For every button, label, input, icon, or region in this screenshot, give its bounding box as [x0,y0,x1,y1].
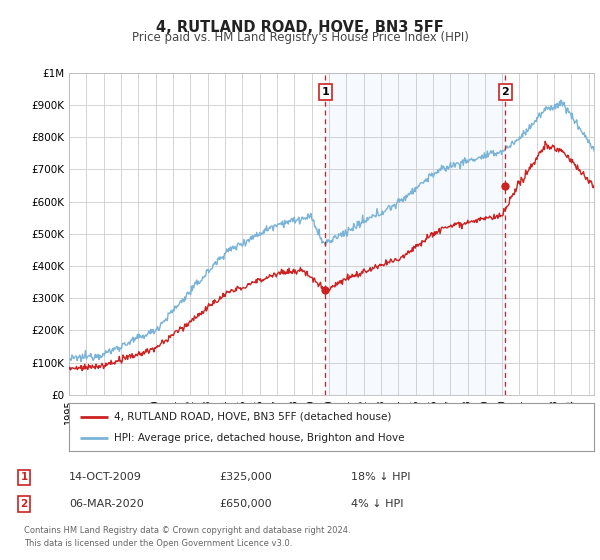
Bar [325,73,505,395]
Text: This data is licensed under the Open Government Licence v3.0.: This data is licensed under the Open Gov… [24,539,292,548]
Text: 4, RUTLAND ROAD, HOVE, BN3 5FF (detached house): 4, RUTLAND ROAD, HOVE, BN3 5FF (detached… [113,412,391,422]
Text: 14-OCT-2009: 14-OCT-2009 [69,472,142,482]
Text: 1: 1 [20,472,28,482]
Text: 1: 1 [322,87,329,97]
Text: 4, RUTLAND ROAD, HOVE, BN3 5FF: 4, RUTLAND ROAD, HOVE, BN3 5FF [156,20,444,35]
Text: Contains HM Land Registry data © Crown copyright and database right 2024.: Contains HM Land Registry data © Crown c… [24,526,350,535]
Text: HPI: Average price, detached house, Brighton and Hove: HPI: Average price, detached house, Brig… [113,433,404,444]
Text: £650,000: £650,000 [219,499,272,509]
Text: 2: 2 [20,499,28,509]
Text: Price paid vs. HM Land Registry's House Price Index (HPI): Price paid vs. HM Land Registry's House … [131,31,469,44]
Text: 18% ↓ HPI: 18% ↓ HPI [351,472,410,482]
Text: 2: 2 [502,87,509,97]
Text: £325,000: £325,000 [219,472,272,482]
Text: 4% ↓ HPI: 4% ↓ HPI [351,499,404,509]
Text: 06-MAR-2020: 06-MAR-2020 [69,499,144,509]
